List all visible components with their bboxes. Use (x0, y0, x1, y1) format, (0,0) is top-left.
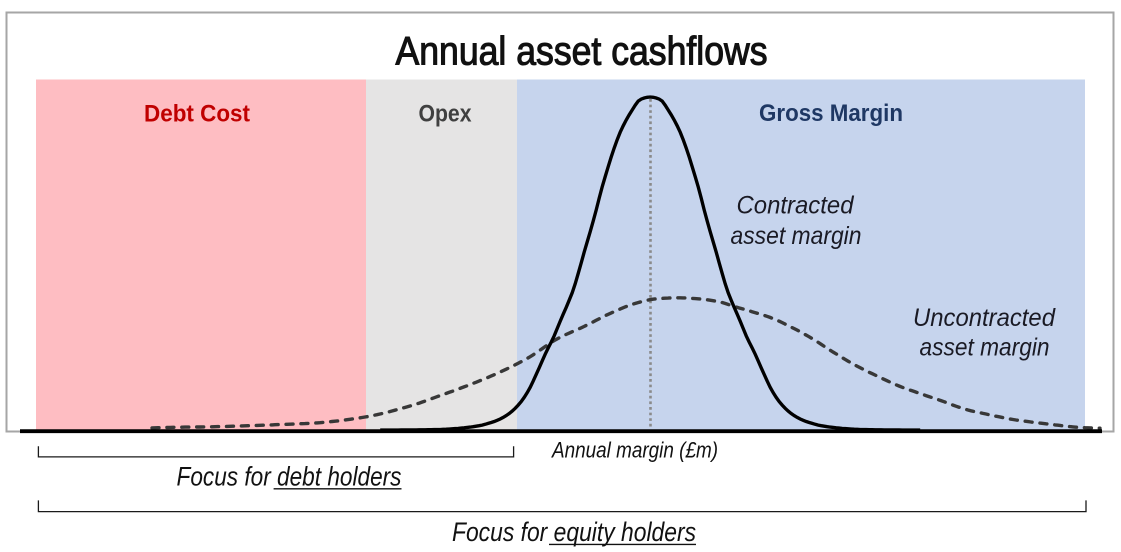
svg-text:Contracted: Contracted (737, 192, 855, 220)
svg-text:Focus for equity holders: Focus for equity holders (452, 517, 696, 547)
svg-text:Focus for debt holders: Focus for debt holders (177, 461, 402, 491)
svg-text:asset margin: asset margin (920, 333, 1050, 361)
svg-text:Annual asset cashflows: Annual asset cashflows (396, 30, 768, 74)
svg-text:Gross Margin: Gross Margin (759, 100, 903, 127)
svg-text:Uncontracted: Uncontracted (913, 304, 1056, 332)
svg-text:Debt Cost: Debt Cost (144, 100, 250, 127)
svg-text:asset margin: asset margin (731, 222, 862, 250)
svg-text:Annual margin (£m): Annual margin (£m) (550, 438, 718, 463)
svg-text:Opex: Opex (419, 100, 473, 127)
